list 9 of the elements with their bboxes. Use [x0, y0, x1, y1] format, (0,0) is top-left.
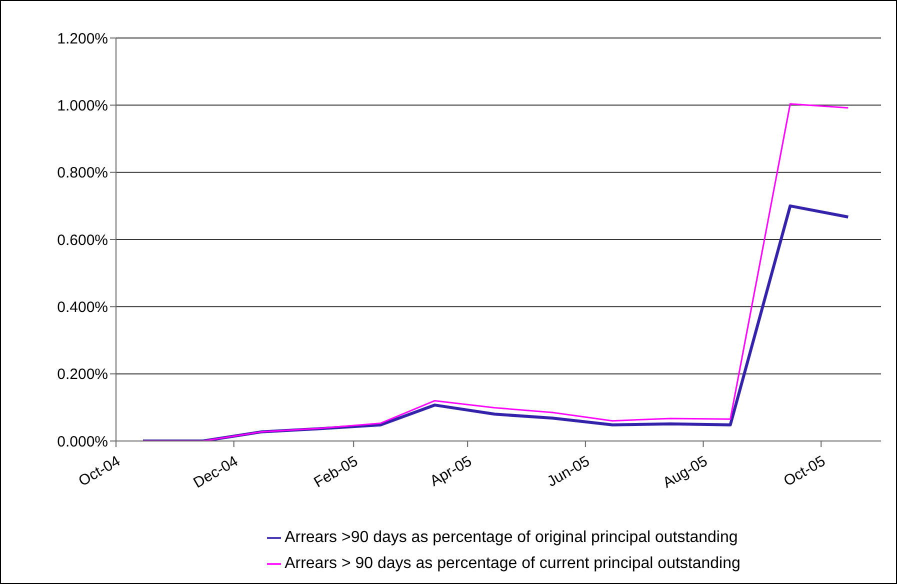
y-tick-label: 0.800%: [57, 164, 108, 182]
y-tick-label: 1.000%: [57, 97, 108, 114]
legend-label: Arrears > 90 days as percentage of current principal outstanding: [284, 555, 740, 572]
y-tick-label: 1.200%: [57, 30, 108, 48]
legend-label: Arrears >90 days as percentage of original principal outstanding: [284, 529, 738, 546]
y-tick-label: 0.200%: [57, 366, 108, 384]
y-tick-label: 0.600%: [57, 232, 108, 249]
y-tick-label: 0.000%: [57, 433, 108, 450]
y-tick-label: 0.400%: [57, 298, 108, 316]
